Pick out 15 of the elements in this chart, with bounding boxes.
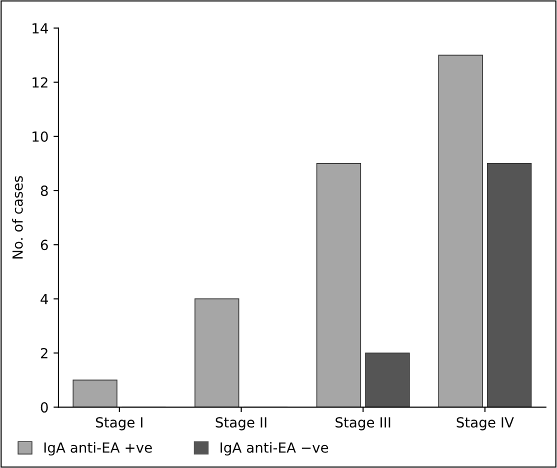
x-tick-label: Stage I bbox=[96, 417, 142, 430]
y-tick-label: 8 bbox=[40, 186, 48, 196]
y-tick-label: 14 bbox=[32, 23, 48, 34]
y-tick-label: 10 bbox=[32, 131, 48, 142]
legend-label: IgA anti-EA +ve bbox=[44, 442, 152, 456]
y-tick-label: 0 bbox=[40, 402, 48, 413]
x-tick-label: Stage II bbox=[216, 417, 266, 430]
y-tick-label: 4 bbox=[40, 294, 48, 304]
y-tick-label: 2 bbox=[40, 348, 48, 358]
y-axis-title: No. of cases bbox=[12, 176, 23, 258]
legend-label: IgA anti-EA −ve bbox=[220, 442, 328, 456]
y-tick-label: 6 bbox=[40, 240, 48, 250]
y-tick-label: 12 bbox=[32, 77, 48, 88]
x-tick-label: Stage III bbox=[336, 417, 390, 430]
x-tick-label: Stage IV bbox=[456, 417, 514, 430]
